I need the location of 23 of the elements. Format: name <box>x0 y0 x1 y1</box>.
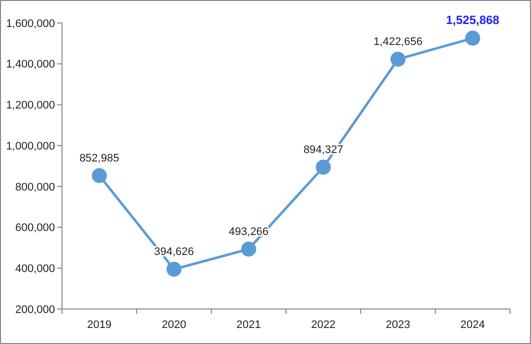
point <box>316 160 331 175</box>
y-tick-label: 1,000,000 <box>6 140 55 152</box>
y-tick-label: 600,000 <box>15 222 55 234</box>
x-tick-label: 2020 <box>162 319 186 331</box>
point <box>241 242 256 257</box>
point <box>166 262 182 277</box>
y-tick-label: 800,000 <box>15 181 55 194</box>
x-tick-label: 2022 <box>311 319 336 331</box>
text: 1,525,868 <box>446 13 500 28</box>
y-tick-label: 400,000 <box>15 262 55 275</box>
y-tick-label: 1,200,000 <box>6 100 55 112</box>
x-tick-label: 2019 <box>87 319 112 331</box>
y-tick-label: 1,400,000 <box>6 58 55 71</box>
text: 1,422,656 <box>374 36 422 48</box>
point <box>390 52 406 67</box>
x-tick-label: 2021 <box>236 319 261 331</box>
x-tick-label: 2023 <box>386 319 410 331</box>
x-tick-label: 2024 <box>460 319 485 331</box>
y-tick-label: 200,000 <box>15 304 55 316</box>
point <box>465 30 480 46</box>
point <box>92 168 107 184</box>
y-tick-label: 1,600,000 <box>6 18 55 30</box>
text: 852,985 <box>79 152 120 165</box>
